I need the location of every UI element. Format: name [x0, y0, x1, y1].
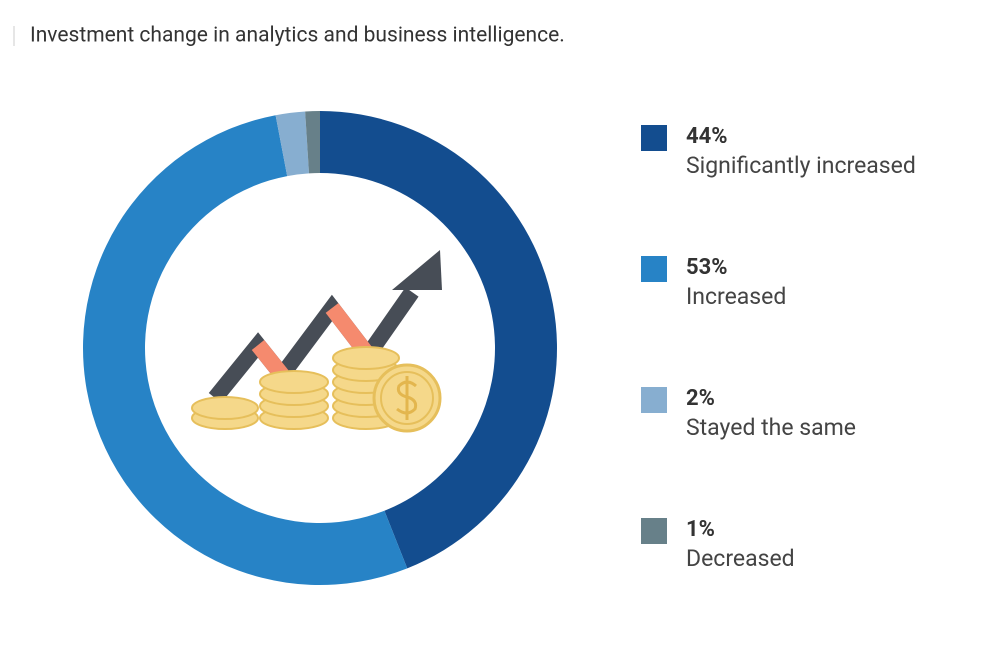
legend-swatch [641, 256, 667, 282]
coins [191, 346, 442, 433]
donut-segment [305, 111, 320, 174]
arrow-head [392, 250, 442, 290]
legend-label: Significantly increased [686, 152, 916, 179]
legend-label: Stayed the same [686, 414, 856, 441]
legend-label: Decreased [686, 545, 795, 572]
legend-value: 2% [686, 386, 715, 411]
legend-swatch [641, 125, 667, 151]
legend-value: 53% [686, 255, 728, 280]
legend-label: Increased [686, 283, 786, 310]
donut-segment [320, 111, 557, 569]
legend-value: 1% [686, 517, 715, 542]
legend-value: 44% [686, 124, 728, 149]
dollar-sign [396, 376, 418, 420]
donut-segment [275, 111, 310, 177]
center-illustration [191, 250, 442, 433]
arrow-accent [251, 340, 289, 380]
chart-title: Investment change in analytics and busin… [30, 24, 565, 48]
arrow-line [208, 287, 419, 404]
legend-swatch [641, 518, 667, 544]
donut-segment [82, 115, 408, 585]
legend-swatch [641, 387, 667, 413]
